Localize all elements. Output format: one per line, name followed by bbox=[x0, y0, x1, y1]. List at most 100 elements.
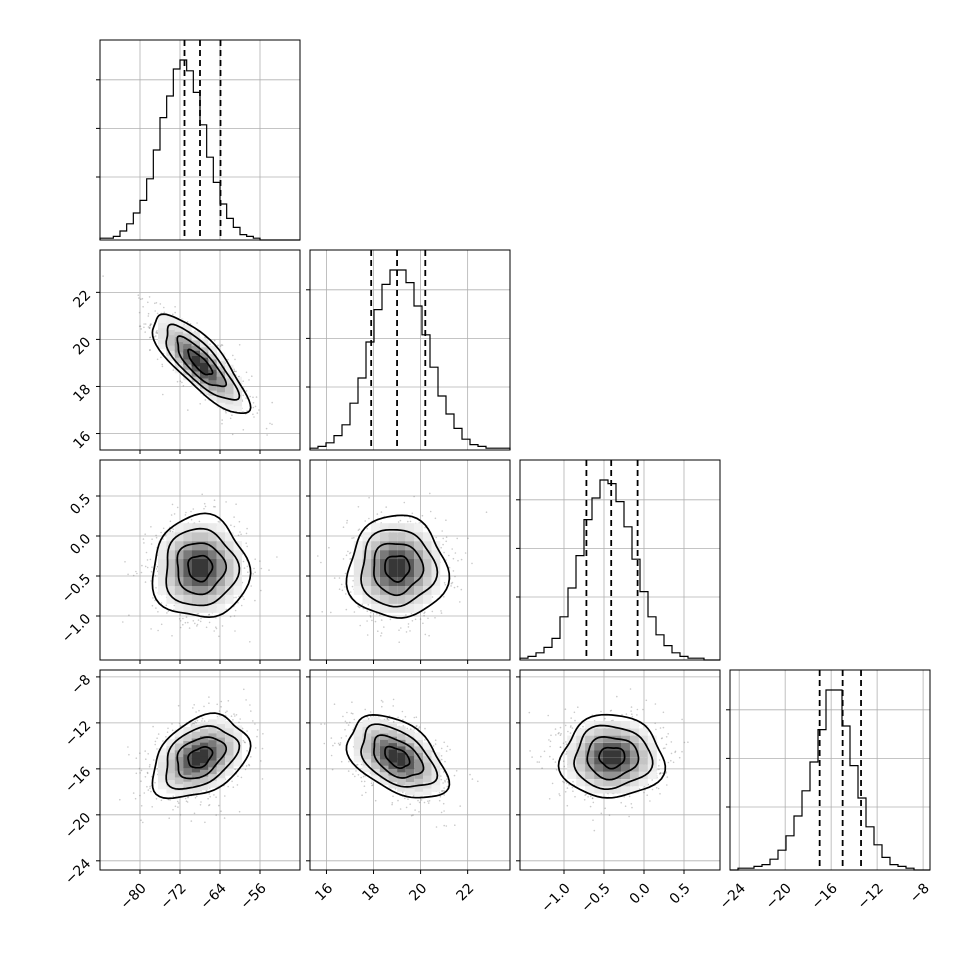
density-cell bbox=[629, 771, 639, 779]
scatter-point bbox=[357, 506, 360, 508]
scatter-point bbox=[559, 794, 561, 797]
density-cell bbox=[371, 774, 380, 782]
scatter-point bbox=[149, 326, 151, 329]
contour-2 bbox=[586, 736, 640, 781]
density-cell bbox=[225, 741, 234, 749]
density-cell bbox=[621, 750, 630, 758]
density-cell bbox=[397, 585, 406, 595]
density-cell bbox=[158, 768, 167, 776]
scatter-point bbox=[591, 797, 594, 800]
density-cell bbox=[158, 324, 167, 334]
scatter-point bbox=[140, 780, 142, 782]
x-tick-label: −72 bbox=[158, 880, 190, 912]
contour-3 bbox=[573, 724, 654, 791]
scatter-point bbox=[144, 331, 146, 333]
scatter-point bbox=[344, 586, 346, 588]
scatter-point bbox=[400, 627, 402, 629]
scatter-point bbox=[554, 761, 557, 763]
scatter-point bbox=[173, 513, 176, 515]
density-cell bbox=[397, 532, 406, 542]
scatter-point bbox=[238, 721, 240, 724]
density-cell bbox=[388, 585, 397, 595]
scatter-point bbox=[204, 821, 206, 824]
scatter-point bbox=[176, 506, 179, 509]
scatter-point bbox=[179, 614, 181, 616]
scatter-point bbox=[171, 635, 173, 637]
scatter-point bbox=[662, 772, 664, 774]
x-tick-label: −0.5 bbox=[578, 880, 613, 915]
scatter-point bbox=[140, 805, 143, 807]
scatter-point bbox=[235, 370, 237, 373]
scatter-point bbox=[460, 558, 463, 561]
density-cell bbox=[183, 523, 192, 533]
panel-content bbox=[100, 670, 300, 870]
scatter-point bbox=[148, 765, 151, 768]
density-cell bbox=[585, 728, 595, 736]
density-cell bbox=[158, 330, 167, 339]
scatter-point bbox=[423, 801, 426, 804]
scatter-point bbox=[173, 604, 176, 607]
density-cell bbox=[216, 585, 226, 595]
density-cell bbox=[158, 319, 167, 329]
scatter-point bbox=[178, 722, 181, 725]
scatter-point bbox=[565, 741, 567, 743]
scatter-point bbox=[192, 707, 194, 709]
density-cell bbox=[576, 742, 586, 751]
scatter-point bbox=[659, 793, 661, 795]
scatter-point bbox=[124, 561, 126, 563]
scatter-point bbox=[169, 530, 171, 533]
scatter-point bbox=[238, 595, 240, 598]
density-cell bbox=[353, 550, 363, 560]
density-cell bbox=[233, 577, 242, 586]
scatter-point bbox=[681, 750, 683, 753]
scatter-point bbox=[566, 804, 569, 807]
scatter-point bbox=[119, 798, 121, 801]
scatter-point bbox=[266, 434, 268, 436]
scatter-point bbox=[149, 323, 152, 325]
scatter-point bbox=[570, 725, 572, 727]
scatter-point bbox=[190, 510, 192, 513]
scatter-point bbox=[213, 339, 216, 342]
scatter-point bbox=[150, 543, 153, 545]
scatter-point bbox=[233, 516, 235, 518]
density-cell bbox=[371, 761, 380, 769]
scatter-point bbox=[457, 559, 459, 562]
scatter-point bbox=[243, 741, 246, 743]
density-cell bbox=[166, 347, 175, 356]
scatter-point bbox=[209, 343, 211, 346]
scatter-point bbox=[177, 704, 180, 707]
scatter-point bbox=[250, 585, 252, 587]
scatter-point bbox=[200, 801, 202, 803]
scatter-point bbox=[377, 630, 379, 632]
scatter-point bbox=[190, 518, 193, 521]
scatter-point bbox=[156, 332, 159, 334]
contour-4 bbox=[151, 313, 252, 415]
density-cell bbox=[379, 745, 389, 753]
scatter-point bbox=[143, 542, 145, 544]
density-cell bbox=[191, 532, 200, 542]
density-cell bbox=[423, 774, 432, 782]
scatter-point bbox=[563, 765, 566, 768]
density-cell bbox=[371, 729, 380, 737]
density-cell bbox=[166, 594, 175, 604]
density-cell bbox=[567, 750, 577, 758]
density-cell bbox=[233, 759, 242, 767]
scatter-point bbox=[160, 623, 163, 626]
density-cell bbox=[225, 768, 234, 776]
density-cell bbox=[174, 756, 184, 764]
scatter-point bbox=[366, 634, 369, 636]
density-cell bbox=[353, 748, 363, 756]
scatter-point bbox=[139, 752, 141, 754]
scatter-point bbox=[456, 537, 459, 540]
scatter-point bbox=[134, 797, 137, 800]
panel-frame bbox=[309, 249, 511, 451]
scatter-point bbox=[443, 810, 445, 812]
scatter-point bbox=[147, 326, 150, 328]
density-cell bbox=[208, 350, 217, 360]
scatter-point bbox=[670, 752, 673, 755]
density-cell bbox=[174, 559, 184, 568]
density-cell bbox=[431, 577, 441, 586]
scatter-point bbox=[166, 612, 168, 614]
scatter-point bbox=[560, 733, 562, 735]
scatter-point bbox=[142, 821, 144, 824]
